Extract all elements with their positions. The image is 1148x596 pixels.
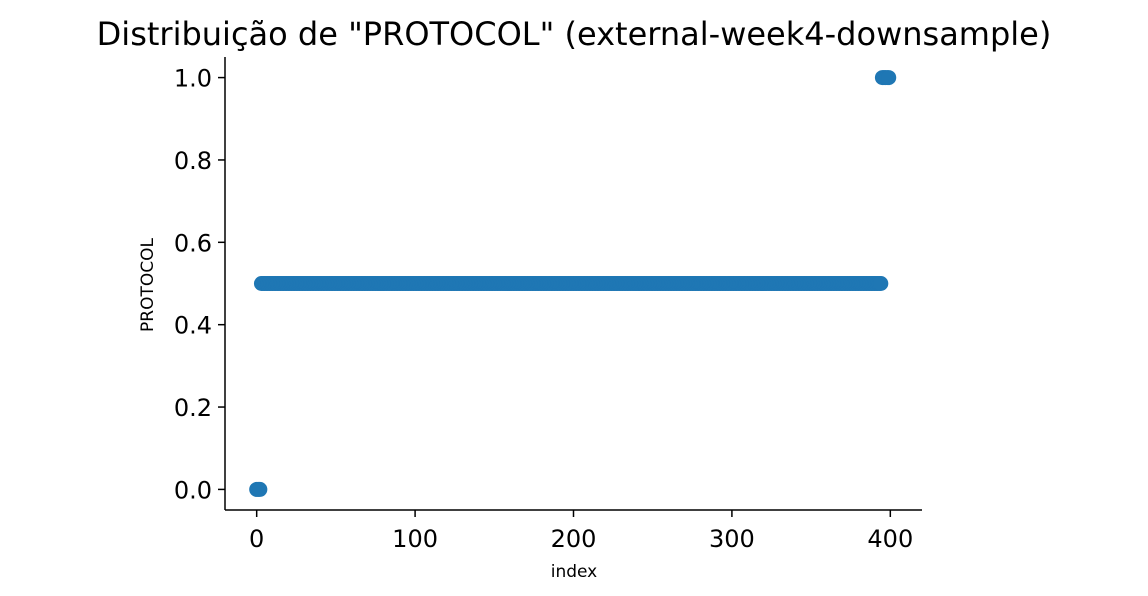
- y-axis-ticks: 0.0 0.2 0.4 0.6 0.8 1.0: [174, 65, 225, 504]
- chart-title: Distribuição de "PROTOCOL" (external-wee…: [97, 15, 1052, 53]
- x-tick-label: 400: [867, 525, 913, 553]
- data-point: [252, 481, 268, 497]
- data-point: [873, 276, 889, 291]
- data-points: [249, 70, 897, 497]
- y-tick-label: 0.8: [174, 147, 212, 175]
- y-tick-label: 0.0: [174, 476, 212, 504]
- x-axis-ticks: 0 100 200 300 400: [249, 510, 913, 553]
- y-tick-label: 0.4: [174, 312, 212, 340]
- data-point: [881, 70, 897, 86]
- x-tick-label: 0: [249, 525, 264, 553]
- x-tick-label: 300: [709, 525, 755, 553]
- x-tick-label: 200: [551, 525, 597, 553]
- x-axis-label: index: [551, 562, 598, 582]
- x-tick-label: 100: [392, 525, 438, 553]
- y-axis-label: PROTOCOL: [138, 238, 158, 332]
- y-tick-label: 0.6: [174, 229, 212, 257]
- y-tick-label: 1.0: [174, 65, 212, 93]
- y-tick-label: 0.2: [174, 394, 212, 422]
